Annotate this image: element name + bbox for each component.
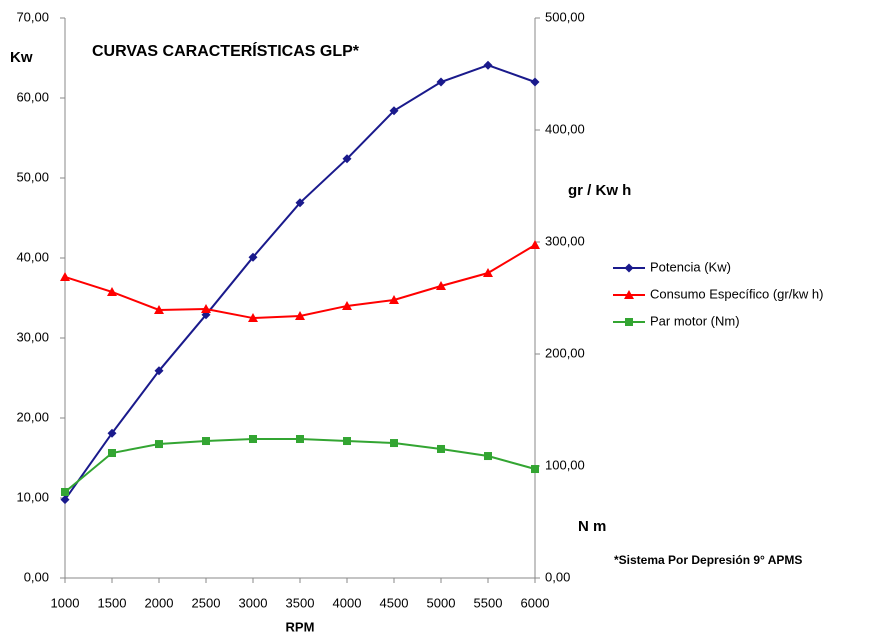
marker xyxy=(436,281,446,291)
y-tick-label: 0,00 xyxy=(24,569,49,584)
marker xyxy=(202,437,210,446)
marker xyxy=(530,240,540,250)
y2-tick-label: 200,00 xyxy=(545,345,585,360)
marker xyxy=(154,366,164,376)
marker xyxy=(249,435,257,444)
marker xyxy=(530,77,540,87)
marker xyxy=(248,252,258,262)
note: *Sistema Por Depresión 9° APMS xyxy=(614,553,802,567)
y-tick-label: 50,00 xyxy=(16,169,49,184)
y-tick-label: 40,00 xyxy=(16,249,49,264)
y2-axis-label: gr / Kw h xyxy=(568,182,631,199)
marker xyxy=(389,295,399,305)
y2-tick-label: 300,00 xyxy=(545,233,585,248)
x-tick-label: 1000 xyxy=(51,595,80,610)
marker xyxy=(389,106,399,116)
marker xyxy=(625,318,633,326)
series-line xyxy=(64,244,536,320)
x-tick-label: 5500 xyxy=(474,595,503,610)
x-tick-label: 6000 xyxy=(521,595,550,610)
marker xyxy=(107,428,117,438)
marker xyxy=(436,77,446,87)
marker xyxy=(107,286,117,296)
marker xyxy=(437,444,445,453)
marker xyxy=(201,303,211,313)
y2-tick-label: 100,00 xyxy=(545,457,585,472)
marker xyxy=(108,449,116,458)
marker xyxy=(343,437,351,446)
x-tick-label: 3000 xyxy=(239,595,268,610)
x-axis-label: RPM xyxy=(286,619,315,634)
marker xyxy=(483,268,493,278)
marker xyxy=(154,304,164,314)
legend-label: Consumo Específico (gr/kw h) xyxy=(650,286,823,301)
y-axis-label: Kw xyxy=(10,49,33,66)
y2-tick-label: 0,00 xyxy=(545,569,570,584)
marker xyxy=(483,60,493,70)
legend-label: Par motor (Nm) xyxy=(650,313,740,328)
y-tick-label: 60,00 xyxy=(16,89,49,104)
marker xyxy=(295,198,305,208)
marker xyxy=(624,290,634,299)
y2-tick-label: 400,00 xyxy=(545,121,585,136)
marker xyxy=(248,313,258,323)
marker xyxy=(390,439,398,448)
y-tick-label: 10,00 xyxy=(16,489,49,504)
marker xyxy=(60,495,70,505)
marker xyxy=(60,271,70,281)
y-tick-label: 30,00 xyxy=(16,329,49,344)
x-tick-label: 2500 xyxy=(192,595,221,610)
x-tick-label: 2000 xyxy=(145,595,174,610)
series-line xyxy=(64,438,536,493)
y2-axis-label: N m xyxy=(578,518,606,535)
marker xyxy=(531,465,539,474)
marker xyxy=(624,263,634,273)
y-tick-label: 20,00 xyxy=(16,409,49,424)
x-tick-label: 1500 xyxy=(98,595,127,610)
x-tick-label: 4000 xyxy=(333,595,362,610)
y2-tick-label: 500,00 xyxy=(545,9,585,24)
y-tick-label: 70,00 xyxy=(16,9,49,24)
marker xyxy=(342,300,352,310)
marker xyxy=(484,452,492,461)
marker xyxy=(296,435,304,444)
x-tick-label: 3500 xyxy=(286,595,315,610)
legend-label: Potencia (Kw) xyxy=(650,259,731,274)
chart-title: CURVAS CARACTERÍSTICAS GLP* xyxy=(92,41,360,60)
marker xyxy=(295,311,305,321)
marker xyxy=(342,154,352,164)
x-tick-label: 5000 xyxy=(427,595,456,610)
marker xyxy=(61,487,69,496)
marker xyxy=(155,440,163,449)
series-line xyxy=(64,64,536,501)
x-tick-label: 4500 xyxy=(380,595,409,610)
